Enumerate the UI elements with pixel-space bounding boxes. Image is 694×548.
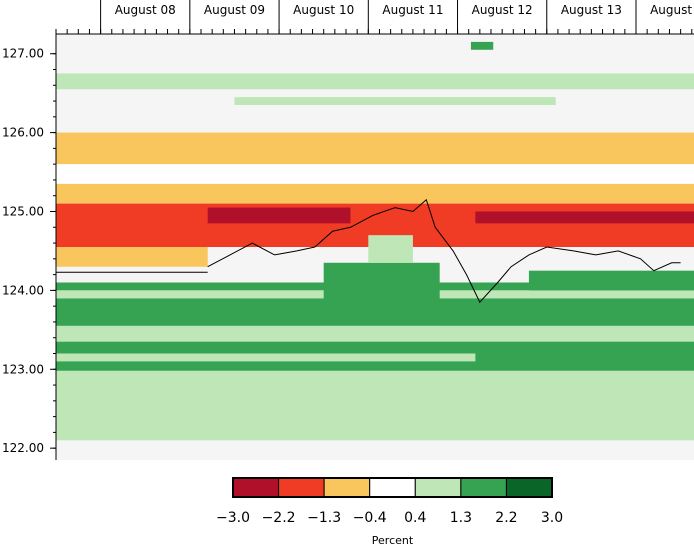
heatmap-band [475,211,694,224]
y-tick-label: 123.00 [2,362,44,376]
legend-swatch [278,477,325,498]
legend-break-label: −2.2 [262,510,296,526]
legend-break-label: 1.3 [450,510,472,526]
legend-break-label: −1.3 [307,510,341,526]
y-tick-label: 126.00 [2,126,44,140]
legend-frame [232,477,553,498]
x-tick-label: August 11 [382,3,443,17]
y-axis: 127.00 126.00 125.00 124.00 123.00 122.00 [2,34,57,460]
price-line [207,198,681,304]
legend-break-label: −3.0 [216,510,250,526]
legend-break-label: 0.4 [404,510,426,526]
y-tick-label: 127.00 [2,47,44,61]
heatmap-band [56,361,694,371]
legend-title: Percent [372,534,414,547]
x-tick-label: August 08 [115,3,176,17]
x-tick-label: August 10 [293,3,354,17]
heatmap-band [56,164,694,184]
heatmap-band [368,235,413,263]
heatmap-band [56,325,694,342]
legend-swatch [505,477,553,498]
heatmap-band [56,247,208,267]
legend-break-label: 3.0 [541,510,563,526]
legend-break-label: 2.2 [495,510,517,526]
heatmap-band [234,97,556,105]
legend-swatch [414,477,462,498]
heatmap-band [56,341,694,354]
x-tick-label: August 09 [204,3,265,17]
heatmap-band [56,183,694,204]
legend-swatch [460,477,507,498]
y-tick-label: 124.00 [2,283,44,297]
color-legend: −3.0 −2.2 −1.3 −0.4 0.4 1.3 2.2 3.0 Percent [216,477,563,547]
x-tick-label: August 12 [472,3,533,17]
heatmap-band [528,270,694,291]
plot-area [56,34,694,460]
heatmap-band [56,73,694,90]
legend-swatch [323,477,371,498]
y-tick-label: 125.00 [2,205,44,219]
heatmap-band [475,345,694,370]
legend-swatch [369,477,416,498]
heatmap-band [323,262,440,322]
legend-swatch [232,477,280,498]
heatmap-band [56,132,694,165]
heatmap-band [207,207,351,224]
heatmap-band [56,353,694,362]
heatmap-band [470,41,494,50]
x-tick-label: August 14 [650,3,694,17]
y-tick-label: 122.00 [2,441,44,455]
x-axis: August 08 August 09 August 10 August 11 Augu… [55,0,694,35]
x-tick-label: August 13 [561,3,622,17]
heatmap-band [56,370,694,441]
legend-break-label: −0.4 [353,510,387,526]
